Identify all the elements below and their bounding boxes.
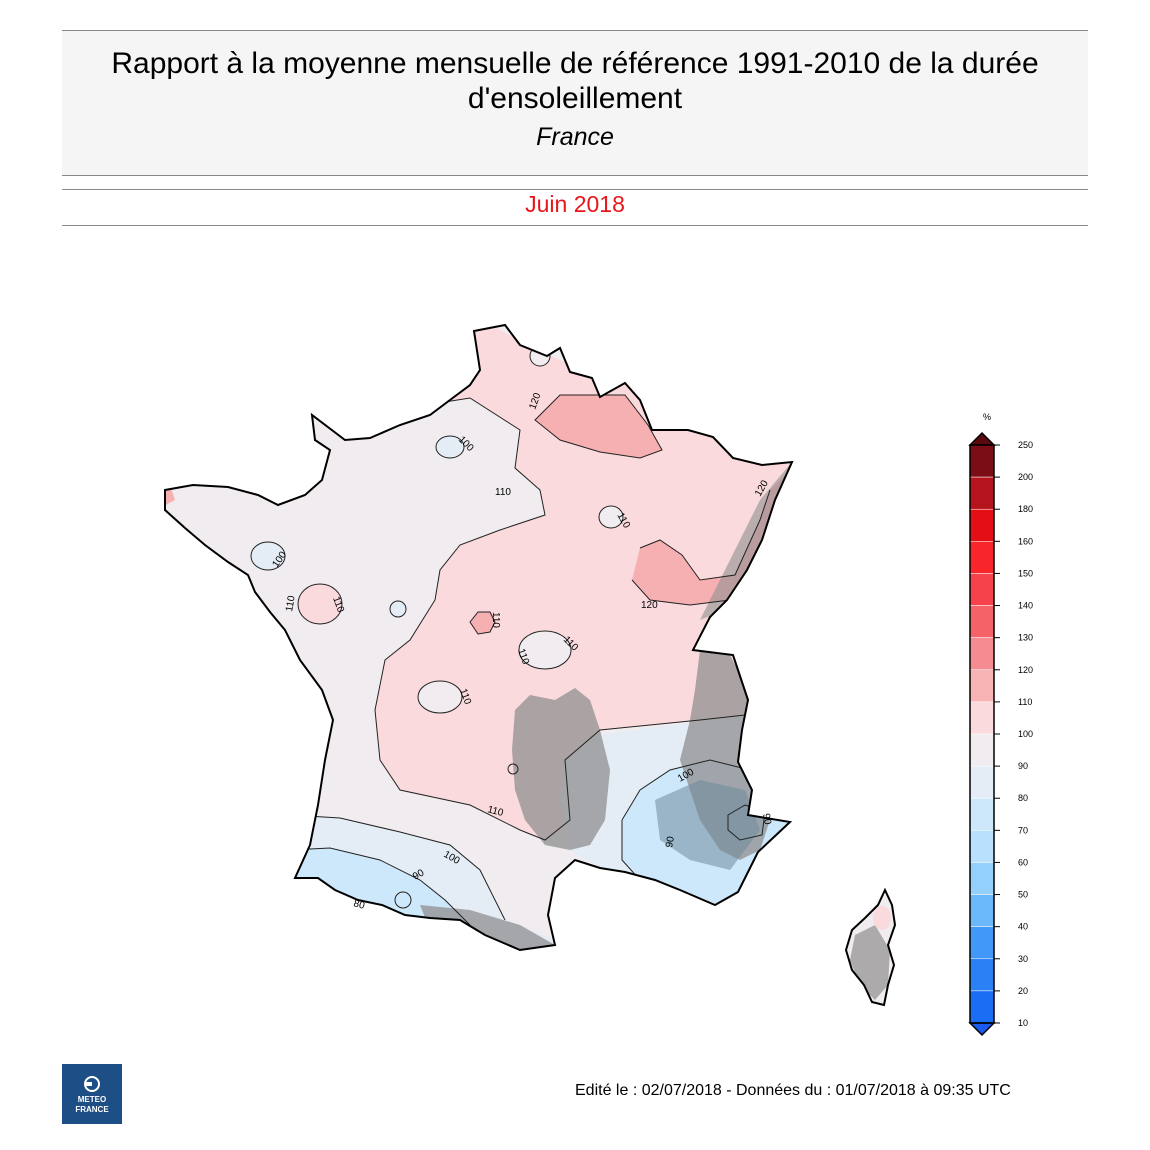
- legend-band: [969, 830, 995, 863]
- month-label: Juin 2018: [525, 191, 625, 217]
- legend-band: [969, 669, 995, 703]
- legend-band: [969, 733, 995, 767]
- legend-band: [969, 862, 995, 895]
- logo-line-1: METEO: [77, 1095, 107, 1104]
- legend-band: [969, 541, 995, 574]
- legend-band: [969, 573, 995, 606]
- contour-label: 90: [664, 835, 677, 848]
- legend-tick-label: 70: [1018, 825, 1028, 835]
- legend-band: [969, 894, 995, 927]
- contour-label: 110: [495, 487, 511, 498]
- legend-band: [969, 637, 995, 671]
- legend-tick-label: 50: [1018, 890, 1028, 900]
- meteo-france-logo: METEO FRANCE: [62, 1064, 122, 1124]
- legend-tick-label: 150: [1018, 568, 1033, 578]
- legend-tick-label: 20: [1018, 986, 1028, 996]
- contour-label: 90: [411, 867, 427, 882]
- region-subtitle: France: [536, 123, 614, 151]
- contour-label: 110: [284, 594, 298, 612]
- edition-footer: Edité le : 02/07/2018 - Données du : 01/…: [575, 1082, 1011, 1099]
- legend-band: [969, 476, 995, 510]
- title-line-2: d'ensoleillement: [467, 82, 683, 115]
- divider-top: [62, 189, 1088, 190]
- legend-band: [969, 701, 995, 735]
- legend-band: [969, 605, 995, 638]
- legend-tick-label: 160: [1018, 536, 1033, 546]
- legend-band: [969, 444, 995, 478]
- title-panel: Rapport à la moyenne mensuelle de référe…: [62, 30, 1088, 176]
- contour-label-group: 120 100 110 110 120 100 110 110 120 110 …: [270, 391, 772, 912]
- legend-tick-label: 40: [1018, 922, 1028, 932]
- legend-tick-label: 130: [1018, 633, 1033, 643]
- contour-label: 80: [352, 898, 366, 912]
- legend-tick-label: 120: [1018, 665, 1033, 675]
- legend-tick-label: 10: [1018, 1018, 1028, 1028]
- legend-tick-label: 60: [1018, 857, 1028, 867]
- contour-label: 110: [330, 595, 346, 614]
- legend-band: [969, 958, 995, 992]
- legend-tick-label: 200: [1018, 472, 1033, 482]
- legend-bottom-arrow: [968, 1022, 996, 1037]
- legend-tick-label: 250: [1018, 440, 1033, 450]
- divider-bottom: [62, 225, 1088, 226]
- legend-band: [969, 797, 995, 831]
- legend-tick-label: 110: [1018, 697, 1032, 707]
- legend-band: [969, 508, 995, 542]
- legend-tick-label: 100: [1018, 729, 1033, 739]
- legend-band: [969, 765, 995, 799]
- legend-tick-label: 180: [1018, 504, 1033, 514]
- contour-lines: [250, 345, 771, 926]
- legend-unit: %: [983, 412, 991, 422]
- contour-label: 110: [515, 647, 531, 666]
- contour-label: 120: [641, 600, 658, 611]
- legend-band: [969, 926, 995, 960]
- contour-label: 110: [490, 612, 501, 628]
- title-line-1: Rapport à la moyenne mensuelle de référe…: [111, 47, 1039, 80]
- legend-tick-label: 30: [1018, 954, 1028, 964]
- contour-label: 110: [486, 804, 505, 819]
- contour-label: 90: [760, 813, 773, 826]
- legend-top-arrow: [968, 431, 996, 446]
- logo-line-2: FRANCE: [75, 1105, 109, 1114]
- logo-mark-icon: [84, 1076, 100, 1092]
- legend-tick-label: 80: [1018, 793, 1028, 803]
- legend-tick-label: 90: [1018, 761, 1028, 771]
- contour-label: 110: [457, 687, 473, 706]
- legend: % 250 200 180 160 150 140 130 120 110 100 90 80 70 60…: [968, 412, 1033, 1037]
- legend-tick-label: 140: [1018, 601, 1033, 611]
- legend-band: [969, 990, 995, 1024]
